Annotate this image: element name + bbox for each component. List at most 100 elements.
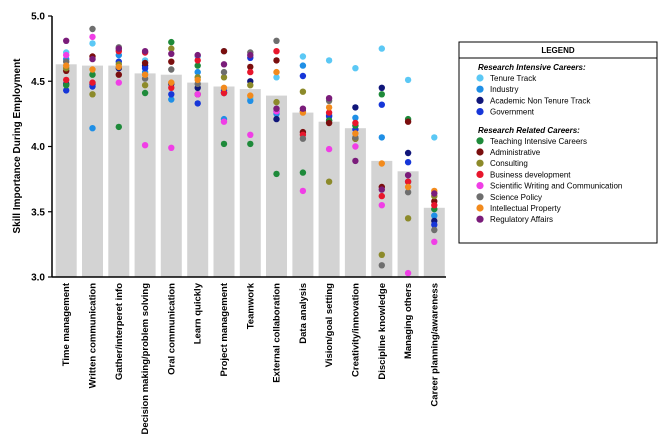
x-category-label: Managing others (403, 283, 414, 359)
data-point (378, 262, 385, 269)
x-category-label: Creativity/innovation (350, 283, 361, 377)
legend-item-label: Business development (490, 170, 571, 179)
data-point (141, 82, 149, 89)
legend-swatch (476, 182, 484, 190)
data-point (220, 68, 228, 76)
data-point (168, 50, 175, 57)
data-point (299, 187, 307, 195)
x-category-label: Written communication (87, 283, 98, 389)
x-category-label: Oral communication (166, 283, 177, 375)
legend-item-label: Administrative (490, 148, 541, 157)
data-point (141, 59, 149, 67)
data-point (247, 68, 254, 76)
data-point (378, 91, 385, 98)
data-point (194, 100, 201, 107)
data-point (168, 58, 175, 65)
x-category-label: Teamwork (245, 282, 256, 329)
legend-swatch (476, 193, 484, 201)
y-tick-label: 3.0 (31, 273, 45, 284)
data-point (431, 238, 438, 245)
legend-swatch (476, 96, 484, 104)
data-point (220, 140, 228, 148)
data-point (194, 57, 201, 64)
legend-item-label: Regulatory Affairs (490, 215, 553, 224)
data-point (247, 82, 254, 89)
data-point (404, 159, 412, 166)
legend-swatch (476, 159, 484, 167)
data-point (299, 53, 307, 60)
data-point (115, 123, 123, 131)
data-point (378, 186, 385, 193)
data-point (89, 66, 96, 73)
data-point (168, 91, 175, 98)
legend-swatch (476, 148, 484, 156)
bar (371, 160, 393, 277)
data-point (220, 48, 228, 55)
data-point (325, 119, 333, 127)
data-point (273, 170, 280, 178)
bar (344, 128, 366, 277)
bar (134, 73, 156, 278)
bar (55, 64, 77, 277)
legend-item-label: Teaching Intensive Careers (490, 137, 587, 146)
data-point (299, 169, 307, 176)
data-point (378, 202, 385, 209)
data-point (404, 178, 412, 185)
legend-group-heading: Research Related Careers: (478, 126, 580, 135)
x-category-label: Gather/interperet info (114, 283, 125, 380)
data-point (141, 65, 149, 72)
data-point (247, 92, 254, 99)
legend: LEGEND Research Intensive Careers: Tenure… (458, 41, 658, 244)
data-point (168, 96, 175, 103)
data-point (378, 160, 385, 167)
data-point (168, 79, 175, 86)
x-category-label: Learn quickly (193, 282, 204, 344)
legend-box (458, 41, 658, 244)
data-point (352, 65, 359, 72)
data-point (220, 74, 228, 81)
data-point (273, 98, 280, 106)
data-point (273, 37, 280, 44)
data-point (220, 84, 228, 92)
legend-swatch (476, 74, 484, 82)
bar (160, 74, 182, 277)
data-point (194, 76, 201, 84)
data-point (62, 82, 70, 89)
data-point (378, 101, 385, 108)
data-point (325, 57, 333, 64)
data-point (299, 105, 307, 112)
dots-layer (62, 25, 438, 277)
data-point (62, 76, 70, 84)
legend-swatch (476, 215, 484, 223)
legend-group-heading: Research Intensive Careers: (478, 63, 586, 72)
data-point (404, 76, 412, 84)
data-point (352, 114, 359, 122)
y-tick-label: 3.5 (31, 207, 45, 218)
data-point (431, 202, 438, 209)
legend-swatch (476, 170, 484, 178)
data-point (431, 226, 438, 234)
x-categories-layer: Time management Written communication Gath… (61, 282, 440, 434)
data-point (247, 63, 254, 71)
data-point (299, 72, 307, 80)
data-point (115, 79, 123, 86)
data-point (352, 143, 359, 150)
data-point (404, 215, 412, 222)
data-point (115, 45, 123, 52)
data-point (273, 74, 280, 81)
data-point (431, 212, 438, 219)
data-point (168, 84, 175, 92)
data-point (89, 125, 96, 132)
data-point (273, 57, 280, 64)
legend-swatch (476, 137, 484, 145)
data-point (352, 104, 359, 111)
data-point (378, 45, 385, 52)
legend-swatch (476, 85, 484, 93)
data-point (325, 178, 333, 185)
data-point (378, 192, 385, 200)
y-tick-label: 4.0 (31, 142, 45, 153)
data-point (325, 104, 333, 111)
x-category-label: External collaboration (272, 283, 283, 383)
legend-item-label: Scientific Writing and Communication (490, 182, 622, 191)
data-point (299, 135, 307, 142)
